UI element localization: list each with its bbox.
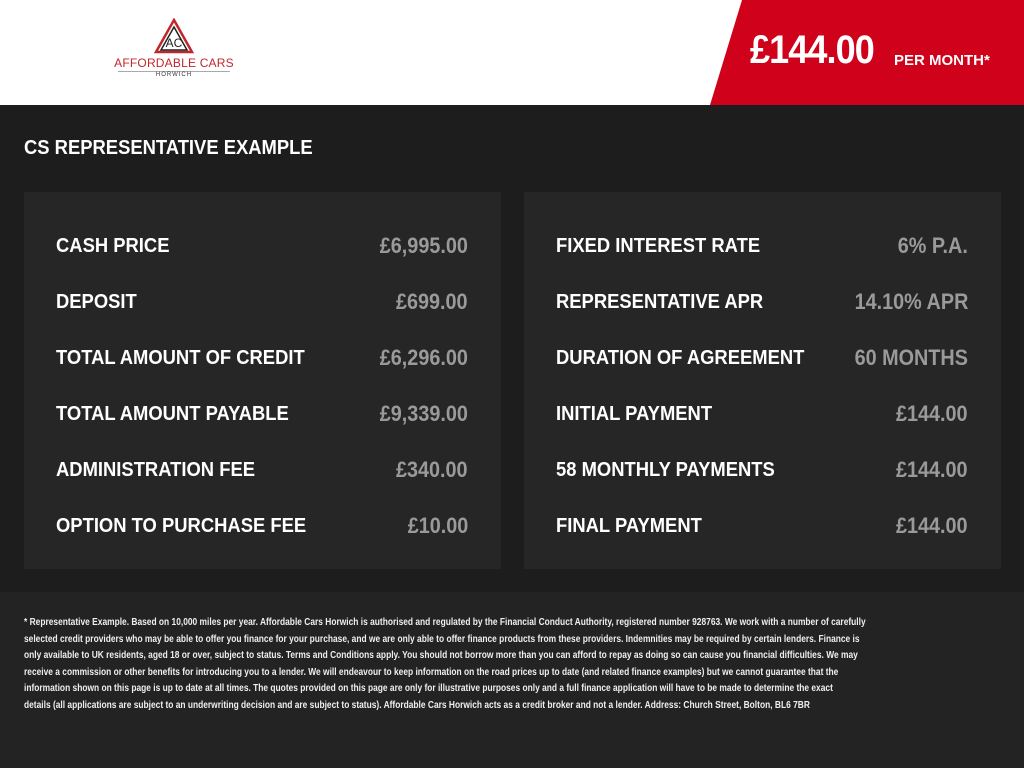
finance-label: TOTAL AMOUNT OF CREDIT [56, 346, 305, 369]
finance-row: DEPOSIT £699.00 [56, 274, 468, 330]
finance-label: ADMINISTRATION FEE [56, 458, 255, 481]
finance-label: OPTION TO PURCHASE FEE [56, 514, 307, 537]
finance-panel-left: CASH PRICE £6,995.00 DEPOSIT £699.00 TOTAL A… [24, 192, 501, 569]
disclaimer-line: selected credit providers who may be abl… [24, 633, 860, 645]
disclaimer-line: only available to UK residents, aged 18 … [24, 650, 858, 661]
finance-label: REPRESENTATIVE APR [556, 290, 764, 313]
finance-row: OPTION TO PURCHASE FEE £10.00 [56, 498, 468, 554]
finance-value: £6,995.00 [379, 233, 468, 258]
disclaimer-line: * Representative Example. Based on 10,00… [24, 617, 866, 628]
svg-text:AC: AC [166, 36, 183, 50]
finance-value: £9,339.00 [379, 401, 468, 426]
finance-label: FINAL PAYMENT [556, 514, 702, 537]
finance-value: £340.00 [396, 457, 468, 482]
finance-panel-right: FIXED INTEREST RATE 6% P.A. REPRESENTATIVE… [524, 192, 1001, 569]
logo-sub: HORWICH [118, 71, 230, 79]
logo[interactable]: AC AFFORDABLE CARS HORWICH [112, 18, 236, 82]
per-month-label: PER MONTH* [894, 52, 990, 69]
finance-value: 60 MONTHS [854, 345, 968, 370]
finance-row: 58 MONTHLY PAYMENTS £144.00 [556, 442, 968, 498]
finance-row: FIXED INTEREST RATE 6% P.A. [556, 218, 968, 274]
finance-value: £144.00 [896, 401, 968, 426]
finance-row: CASH PRICE £6,995.00 [56, 218, 468, 274]
finance-row: FINAL PAYMENT £144.00 [556, 498, 968, 554]
finance-value: £10.00 [407, 513, 468, 538]
header: AC AFFORDABLE CARS HORWICH £144.00 PER M… [0, 0, 1024, 105]
finance-label: DURATION OF AGREEMENT [556, 346, 805, 369]
disclaimer-line: information shown on this page is up to … [24, 683, 833, 694]
finance-value: 6% P.A. [897, 233, 968, 258]
finance-value: £699.00 [396, 289, 468, 314]
finance-label: 58 MONTHLY PAYMENTS [556, 458, 775, 481]
finance-value: 14.10% APR [854, 289, 968, 314]
price-banner: £144.00 PER MONTH* [710, 0, 1024, 105]
logo-triangle-icon: AC [154, 18, 194, 54]
disclaimer: * Representative Example. Based on 10,00… [0, 592, 1024, 768]
finance-label: INITIAL PAYMENT [556, 402, 713, 425]
disclaimer-line: receive a commission or other benefits f… [24, 666, 839, 678]
finance-label: CASH PRICE [56, 234, 170, 257]
page-title: CS REPRESENTATIVE EXAMPLE [24, 137, 313, 159]
finance-row: DURATION OF AGREEMENT 60 MONTHS [556, 330, 968, 386]
finance-row: ADMINISTRATION FEE £340.00 [56, 442, 468, 498]
monthly-price: £144.00 [750, 28, 875, 72]
finance-value: £144.00 [896, 513, 968, 538]
finance-row: TOTAL AMOUNT PAYABLE £9,339.00 [56, 386, 468, 442]
disclaimer-line: details (all applications are subject to… [24, 699, 810, 711]
finance-value: £144.00 [896, 457, 968, 482]
finance-value: £6,296.00 [379, 345, 468, 370]
logo-name: AFFORDABLE CARS [114, 56, 234, 70]
finance-row: TOTAL AMOUNT OF CREDIT £6,296.00 [56, 330, 468, 386]
finance-row: INITIAL PAYMENT £144.00 [556, 386, 968, 442]
finance-row: REPRESENTATIVE APR 14.10% APR [556, 274, 968, 330]
finance-label: TOTAL AMOUNT PAYABLE [56, 402, 289, 425]
finance-label: DEPOSIT [56, 290, 137, 313]
finance-label: FIXED INTEREST RATE [556, 234, 761, 257]
